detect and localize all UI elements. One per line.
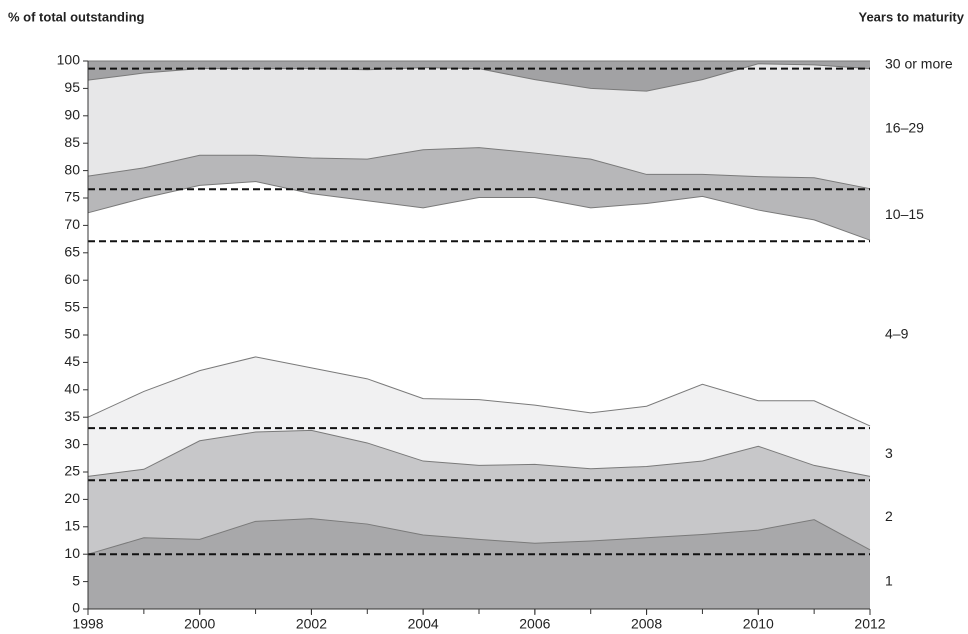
series-label: 4–9 xyxy=(885,325,909,341)
area-outline xyxy=(87,429,871,477)
area-outline xyxy=(87,518,871,555)
y-tick-label: 80 xyxy=(64,161,80,177)
x-tick-label: 2006 xyxy=(519,616,550,632)
y-tick-label: 5 xyxy=(72,572,80,588)
area-outline xyxy=(87,181,871,241)
series-label: 30 or more xyxy=(885,56,953,72)
y-tick-label: 50 xyxy=(64,326,80,342)
x-tick-label: 2002 xyxy=(296,616,327,632)
x-tick-label: 2010 xyxy=(743,616,774,632)
y-axis-label: % of total outstanding xyxy=(8,9,145,24)
y-tick-label: 60 xyxy=(64,271,80,287)
area-outline xyxy=(87,147,871,190)
y-tick-label: 30 xyxy=(64,435,80,451)
y-tick-label: 70 xyxy=(64,216,80,232)
x-tick-label: 2008 xyxy=(631,616,662,632)
x-tick-label: 2012 xyxy=(854,616,885,632)
area xyxy=(88,356,870,477)
area xyxy=(88,63,870,189)
area xyxy=(88,518,870,609)
y-tick-label: 10 xyxy=(64,545,80,561)
y-tick-label: 100 xyxy=(57,52,81,68)
y-tick-label: 25 xyxy=(64,463,80,479)
y-tick-label: 65 xyxy=(64,244,80,260)
y-tick-label: 95 xyxy=(64,79,80,95)
area xyxy=(88,147,870,241)
y-tick-label: 15 xyxy=(64,518,80,534)
x-tick-label: 1998 xyxy=(72,616,103,632)
legend-title: Years to maturity xyxy=(859,9,965,24)
y-tick-label: 0 xyxy=(72,600,80,616)
y-tick-label: 45 xyxy=(64,353,80,369)
y-tick-label: 35 xyxy=(64,408,80,424)
y-tick-label: 20 xyxy=(64,490,80,506)
series-label: 1 xyxy=(885,572,893,588)
area xyxy=(88,181,870,426)
y-tick-label: 75 xyxy=(64,189,80,205)
series-label: 2 xyxy=(885,508,893,524)
series-label: 3 xyxy=(885,445,893,461)
y-tick-label: 55 xyxy=(64,298,80,314)
area xyxy=(88,430,870,555)
area-outline xyxy=(87,356,871,427)
y-tick-label: 90 xyxy=(64,107,80,123)
series-label: 16–29 xyxy=(885,120,924,136)
x-tick-label: 2004 xyxy=(408,616,439,632)
y-tick-label: 85 xyxy=(64,134,80,150)
y-tick-label: 40 xyxy=(64,381,80,397)
series-label: 10–15 xyxy=(885,206,924,222)
x-tick-label: 2000 xyxy=(184,616,215,632)
